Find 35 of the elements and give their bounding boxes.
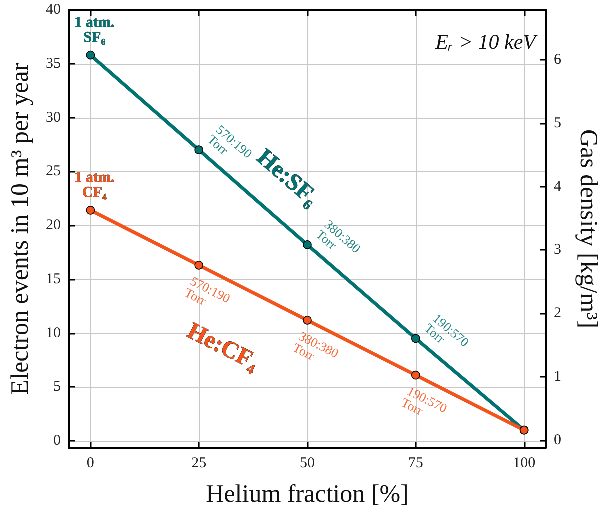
y2-tick-label: 3 bbox=[554, 242, 562, 258]
point bbox=[412, 370, 420, 380]
x-tick-label: 0 bbox=[86, 456, 94, 472]
annotation: 1 atm. CF₄ bbox=[74, 170, 115, 201]
y-tick-label: 20 bbox=[46, 218, 61, 234]
y-axis-title: Electron events in 10 m³ per year bbox=[7, 62, 34, 396]
y-tick-label: 10 bbox=[46, 325, 61, 342]
y-tick-label: 40 bbox=[46, 2, 61, 18]
point bbox=[194, 261, 204, 270]
y-tick-label: 5 bbox=[54, 379, 61, 396]
y-tick-label: 0 bbox=[54, 433, 61, 450]
point bbox=[303, 316, 312, 325]
y2-axis-title: Gas density [kg/m³] bbox=[575, 129, 602, 329]
y-tick-label: 35 bbox=[46, 56, 61, 72]
y-tick-label: 25 bbox=[46, 164, 61, 180]
point bbox=[86, 206, 96, 215]
y-tick-label: 30 bbox=[46, 110, 61, 126]
annotation: 1 atm. SF₆ bbox=[74, 14, 115, 46]
annotation: Eᵣ > 10 keV bbox=[434, 30, 538, 54]
y-tick-label: 15 bbox=[46, 271, 61, 288]
point bbox=[303, 240, 312, 250]
x-tick-label: 75 bbox=[408, 456, 424, 472]
y2-tick-label: 1 bbox=[554, 369, 562, 386]
x-tick-label: 50 bbox=[300, 456, 315, 472]
y2-tick-label: 0 bbox=[554, 432, 562, 448]
point bbox=[194, 146, 204, 155]
y2-tick-label: 6 bbox=[554, 52, 562, 68]
x-axis-title: Helium fraction [%] bbox=[206, 481, 409, 508]
y2-tick-label: 2 bbox=[554, 306, 562, 322]
x-tick-label: 25 bbox=[192, 456, 207, 472]
y2-tick-label: 5 bbox=[554, 115, 562, 132]
x-tick-label: 100 bbox=[513, 456, 536, 472]
y2-tick-label: 4 bbox=[554, 178, 562, 195]
point bbox=[412, 334, 420, 344]
point bbox=[86, 50, 96, 60]
